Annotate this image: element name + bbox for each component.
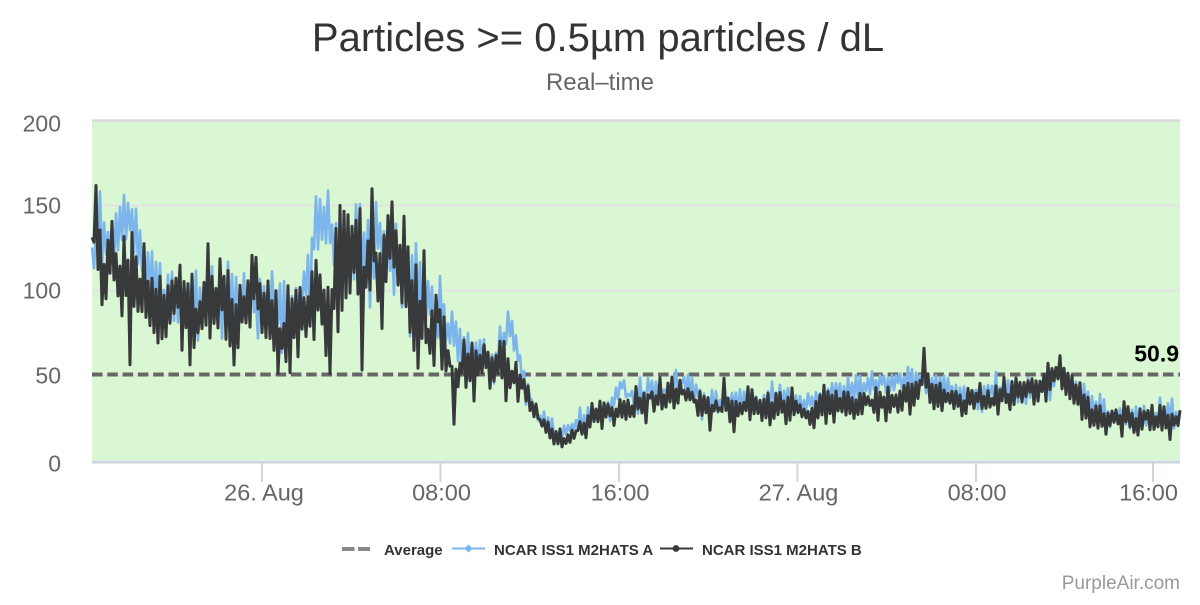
svg-text:Particles >= 0.5µm particles /: Particles >= 0.5µm particles / dL <box>312 16 884 60</box>
svg-text:26. Aug: 26. Aug <box>224 480 304 506</box>
svg-text:16:00: 16:00 <box>591 480 650 506</box>
svg-text:Average: Average <box>384 542 443 559</box>
svg-text:NCAR ISS1 M2HATS A: NCAR ISS1 M2HATS A <box>494 542 653 559</box>
svg-text:08:00: 08:00 <box>948 480 1007 506</box>
svg-text:150: 150 <box>23 193 61 219</box>
svg-text:50.9: 50.9 <box>1134 341 1179 367</box>
svg-text:200: 200 <box>23 111 61 137</box>
svg-text:27. Aug: 27. Aug <box>759 480 839 506</box>
svg-text:50: 50 <box>35 363 61 389</box>
svg-text:100: 100 <box>23 278 61 304</box>
svg-text:0: 0 <box>48 451 61 477</box>
svg-text:16:00: 16:00 <box>1119 480 1178 506</box>
svg-text:PurpleAir.com: PurpleAir.com <box>1062 573 1180 594</box>
svg-text:08:00: 08:00 <box>412 480 471 506</box>
svg-text:NCAR ISS1 M2HATS B: NCAR ISS1 M2HATS B <box>702 542 862 559</box>
svg-text:Real–time: Real–time <box>546 69 654 96</box>
